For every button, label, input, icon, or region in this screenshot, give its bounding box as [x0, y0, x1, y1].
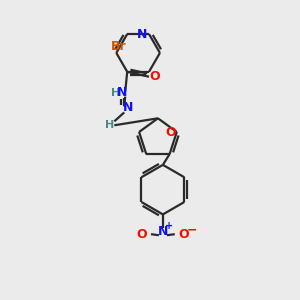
Text: O: O — [166, 127, 176, 140]
Text: N: N — [123, 101, 134, 114]
Text: −: − — [186, 224, 197, 237]
Text: N: N — [137, 28, 147, 40]
Text: O: O — [178, 228, 189, 241]
Text: H: H — [111, 88, 120, 98]
Text: N: N — [158, 225, 168, 238]
Text: +: + — [165, 221, 173, 231]
Text: N: N — [117, 86, 128, 99]
Text: H: H — [105, 120, 114, 130]
Text: Br: Br — [110, 40, 126, 53]
Text: O: O — [137, 228, 147, 241]
Text: O: O — [150, 70, 160, 83]
